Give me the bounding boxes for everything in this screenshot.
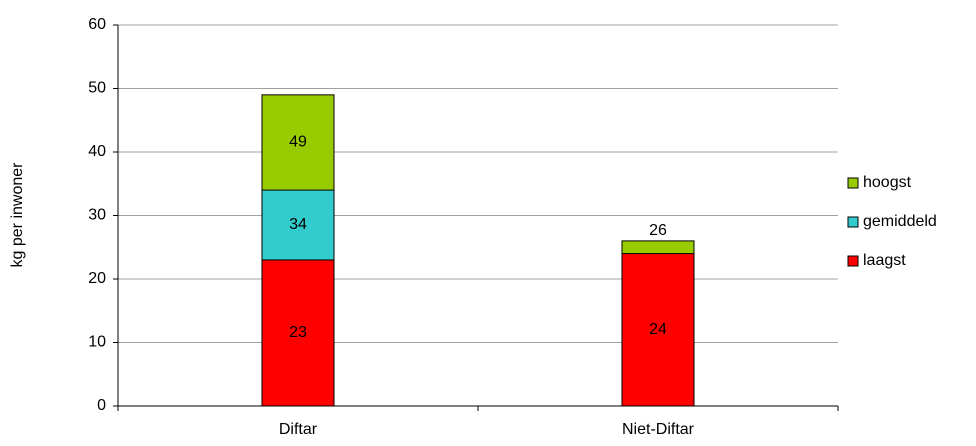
legend-swatch xyxy=(847,216,859,228)
y-tick-label: 30 xyxy=(88,207,106,224)
legend-label: laagst xyxy=(863,252,906,269)
data-label: 26 xyxy=(649,222,667,239)
legend-label: hoogst xyxy=(863,174,912,191)
legend-label: gemiddeld xyxy=(863,213,937,230)
bar xyxy=(261,259,335,407)
data-label: 34 xyxy=(289,216,307,233)
data-label: 23 xyxy=(289,324,307,341)
y-tick-label: 50 xyxy=(88,80,106,97)
y-tick-label: 0 xyxy=(97,397,106,414)
data-label: 24 xyxy=(649,321,667,338)
y-tick-label: 60 xyxy=(88,16,106,33)
y-tick-label: 40 xyxy=(88,143,106,160)
legend-swatch xyxy=(847,177,859,189)
legend-swatch xyxy=(847,255,859,267)
bar xyxy=(621,253,695,407)
data-label: 49 xyxy=(289,134,307,151)
x-tick-label: Diftar xyxy=(279,421,318,438)
y-tick-label: 20 xyxy=(88,270,106,287)
y-axis-label: kg per inwoner xyxy=(9,162,26,268)
x-tick-label: Niet-Diftar xyxy=(622,421,695,438)
y-tick-label: 10 xyxy=(88,334,106,351)
